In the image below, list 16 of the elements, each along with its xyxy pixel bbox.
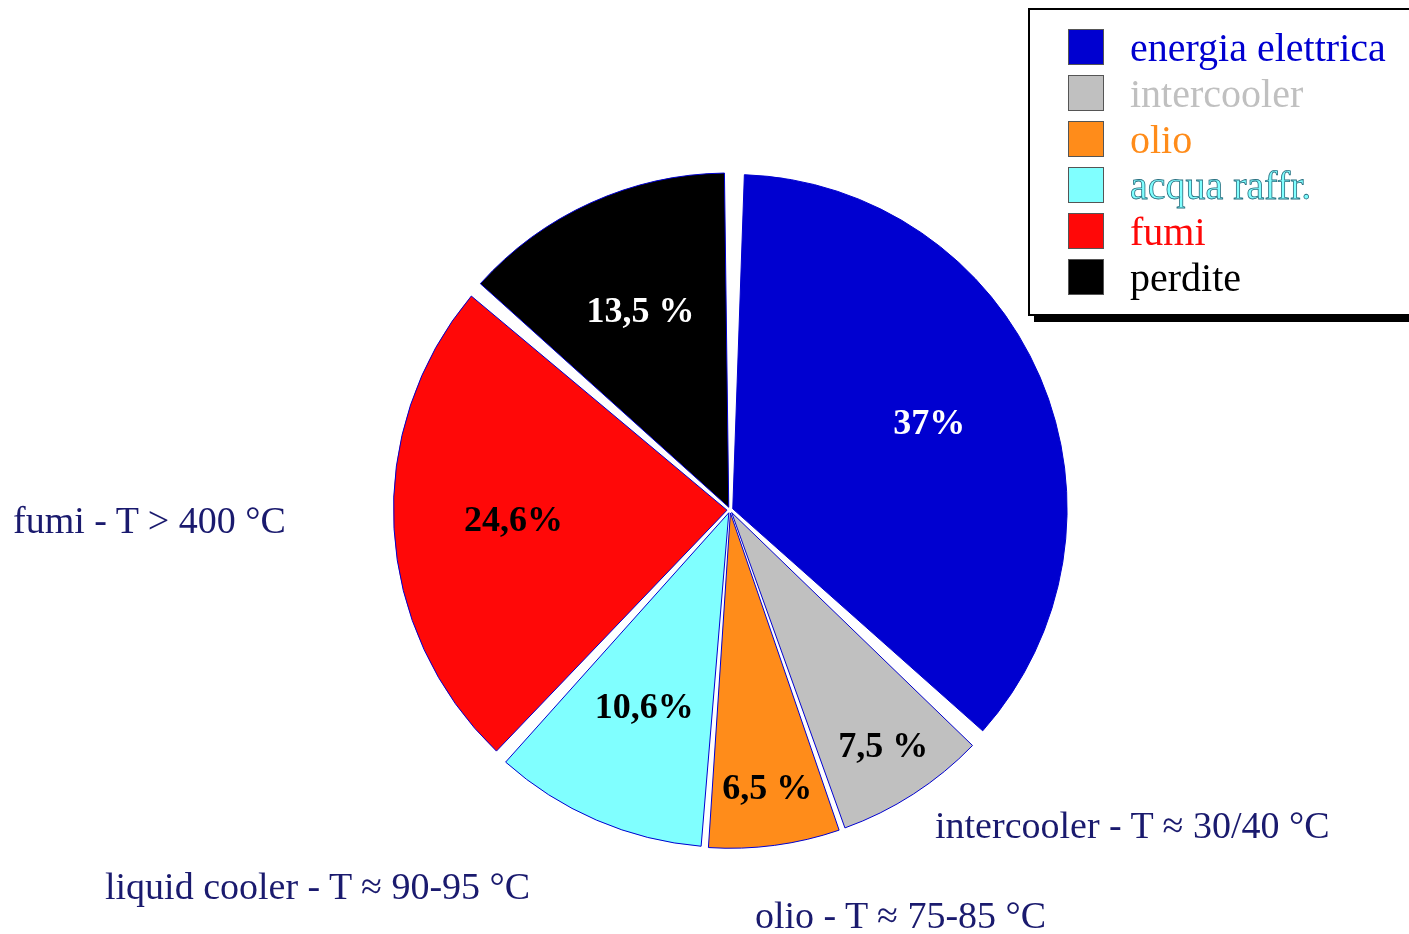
legend-label: olio — [1130, 115, 1193, 163]
text: liquid cooler - T ≈ 90-95 °C — [105, 864, 531, 908]
text: olio - T ≈ 75-85 °C — [755, 893, 1047, 934]
data-label: 13,5 % — [586, 289, 695, 330]
legend-label: perdite — [1130, 253, 1242, 301]
data-label: 6,5 % — [722, 767, 813, 808]
legend-label: acqua raffr. — [1130, 161, 1312, 209]
text: fumi - T > 400 °C — [13, 498, 286, 542]
data-label: 10,6% — [594, 686, 694, 727]
data-label: 24,6% — [464, 499, 564, 540]
text: intercooler - T ≈ 30/40 °C — [935, 803, 1330, 847]
data-label: 7,5 % — [838, 724, 929, 765]
legend-label: fumi — [1130, 208, 1206, 255]
legend-label: energia elettrica — [1130, 23, 1386, 71]
data-label: 37% — [893, 401, 966, 442]
legend-label: intercooler — [1130, 70, 1304, 117]
